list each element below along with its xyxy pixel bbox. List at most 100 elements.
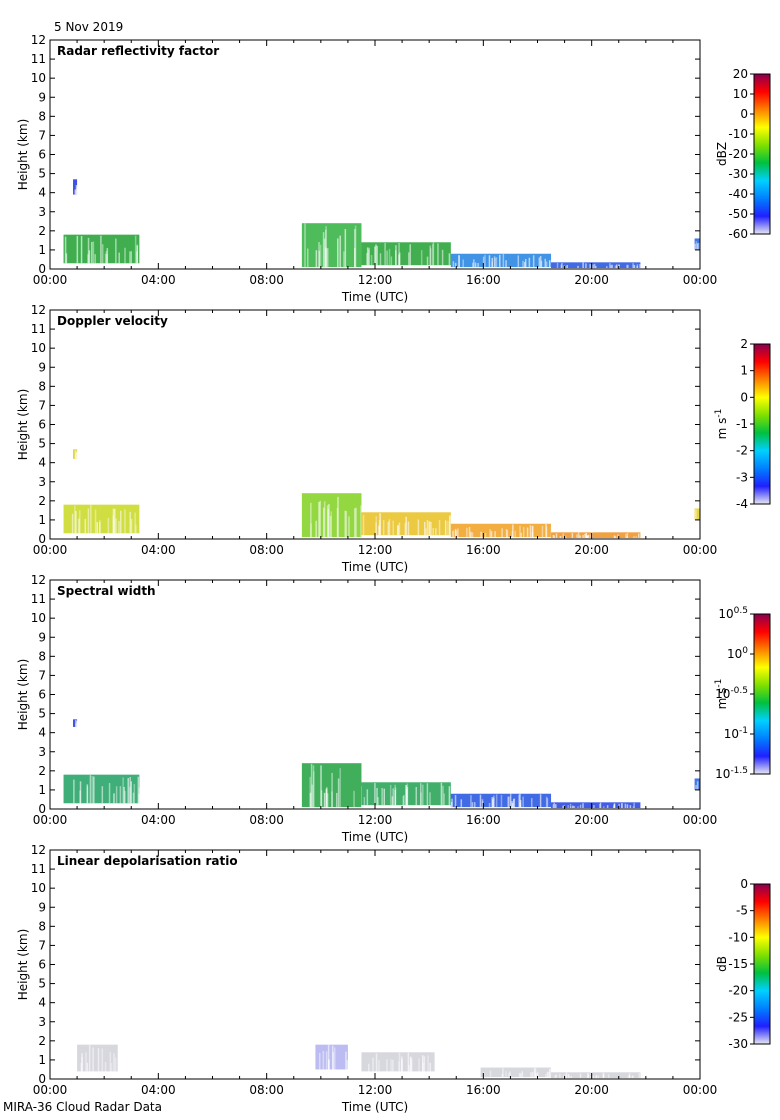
echo-gap — [625, 534, 627, 539]
echo-gap — [322, 1050, 325, 1070]
echo-gap — [398, 1061, 400, 1072]
echo-gap — [460, 799, 463, 808]
colorbar-label: dB — [715, 956, 729, 972]
echo-gap — [91, 776, 93, 804]
echo-gap — [442, 785, 444, 806]
echo-gap — [519, 525, 521, 538]
x-tick-label: 20:00 — [574, 813, 609, 827]
y-tick-label: 9 — [38, 900, 46, 914]
echo-gap — [548, 1071, 550, 1078]
plot-frame — [49, 579, 701, 810]
x-tick-label: 00:00 — [683, 813, 718, 827]
echo-gap — [695, 241, 698, 250]
echo-gap — [98, 522, 101, 534]
x-tick-label: 04:00 — [141, 813, 176, 827]
echo-gap — [75, 185, 78, 195]
echo-gap — [90, 504, 92, 534]
echo-gap — [489, 1070, 492, 1078]
echo-gap — [130, 781, 132, 804]
x-axis-label: Time (UTC) — [341, 560, 408, 574]
echo-gap — [89, 775, 92, 804]
echo-gap — [698, 242, 700, 250]
echo-gap — [134, 235, 137, 264]
echo-gap — [87, 237, 90, 264]
echo-gap — [586, 535, 588, 539]
echo-gap — [471, 532, 474, 538]
echo-gap — [577, 532, 580, 539]
y-tick-label: 12 — [31, 33, 46, 47]
echo-gap — [319, 500, 322, 538]
echo-gap — [696, 781, 699, 790]
echo-gap — [694, 243, 697, 250]
echo-gap — [490, 531, 493, 538]
echo-gap — [362, 514, 365, 536]
echo-gap — [636, 265, 638, 269]
echo-gap — [582, 534, 584, 539]
y-tick-label: 4 — [38, 186, 46, 200]
echo-gap — [458, 255, 460, 268]
y-axis-label: Height (km) — [16, 119, 30, 190]
echo-gap — [432, 244, 434, 266]
echo-gap — [366, 247, 369, 266]
echo-layer — [77, 1044, 118, 1072]
echo-gap — [468, 527, 471, 538]
echo-gap — [379, 513, 381, 536]
echo-gap — [633, 264, 636, 269]
echo-gap — [315, 520, 317, 538]
echo-gap — [582, 262, 584, 269]
echo-gap — [607, 1074, 610, 1079]
echo-gap — [65, 253, 68, 264]
echo-layer — [301, 493, 362, 538]
echo-gap — [513, 799, 515, 808]
echo-gap — [609, 263, 611, 269]
echo-gap — [536, 1072, 539, 1078]
echo-gap — [87, 508, 90, 534]
echo-layer — [551, 802, 641, 809]
echo-gap — [530, 1072, 532, 1078]
echo-gap — [85, 1052, 87, 1072]
echo-gap — [76, 235, 79, 264]
echo-gap — [326, 248, 329, 268]
echo-gap — [438, 519, 441, 536]
echo-gap — [425, 528, 427, 536]
echo-gap — [407, 521, 410, 536]
echo-gap — [80, 236, 83, 264]
echo-gap — [390, 1059, 392, 1072]
echo-gap — [366, 252, 368, 266]
colorbar-tick-label: 0 — [740, 877, 748, 891]
echo-gap — [399, 252, 401, 266]
echo-gap — [410, 1060, 413, 1072]
echo-gap — [124, 791, 126, 804]
colorbar-tick-label: -1 — [736, 417, 748, 431]
echo-gap — [74, 719, 77, 727]
echo-gap — [376, 245, 378, 266]
echo-gap — [577, 265, 579, 269]
echo-gap — [545, 1073, 547, 1078]
y-tick-label: 5 — [38, 167, 46, 181]
echo-gap — [520, 532, 522, 538]
echo-gap — [323, 792, 326, 808]
echo-gap — [336, 792, 338, 808]
plot-frame — [49, 849, 701, 1080]
y-tick-label: 0 — [38, 802, 46, 816]
echo-gap — [555, 533, 558, 539]
echo-gap — [327, 1044, 330, 1070]
echo-gap — [484, 254, 486, 268]
echo-gap — [93, 776, 95, 804]
colorbar-tick-label: -60 — [728, 227, 748, 241]
echo-gap — [401, 1058, 403, 1072]
echo-gap — [524, 262, 526, 268]
echo-gap — [493, 256, 496, 268]
y-tick-label: 3 — [38, 745, 46, 759]
echo-gap — [518, 1072, 521, 1078]
echo-gap — [480, 531, 482, 538]
echo-gap — [386, 1059, 388, 1072]
echo-gap — [518, 794, 520, 808]
y-tick-label: 12 — [31, 303, 46, 317]
echo-gap — [606, 266, 608, 269]
echo-gap — [390, 256, 393, 266]
echo-gap — [73, 779, 75, 804]
echo-gap — [133, 784, 136, 804]
echo-gap — [633, 802, 635, 809]
echo-gap — [318, 250, 321, 268]
